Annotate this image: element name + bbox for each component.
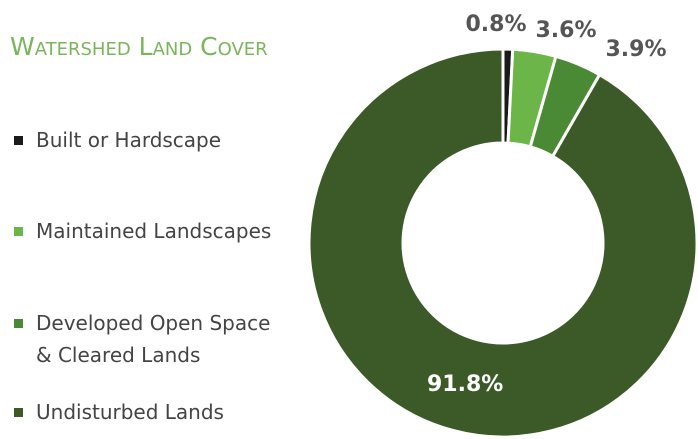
data-label: 3.6% <box>535 18 596 43</box>
legend-item: Undisturbed Lands <box>14 396 224 428</box>
legend-label: Built or Hardscape <box>36 128 222 152</box>
legend-item: Built or Hardscape <box>14 124 221 156</box>
legend-label: Undisturbed Lands <box>36 400 224 424</box>
chart-title: Watershed Land Cover <box>10 32 268 61</box>
legend-label: Maintained Landscapes <box>36 219 272 243</box>
donut-slice <box>307 47 698 439</box>
data-label: 91.8% <box>427 372 503 397</box>
legend-swatch <box>14 319 23 328</box>
data-label: 0.8% <box>465 12 526 37</box>
legend: Built or Hardscape Maintained Landscapes D… <box>14 0 314 439</box>
legend-swatch <box>14 227 23 236</box>
legend-item: Developed Open Space & Cleared Lands <box>14 307 276 371</box>
data-label: 3.9% <box>605 37 666 62</box>
legend-label: Developed Open Space & Cleared Lands <box>36 311 271 367</box>
legend-item: Maintained Landscapes <box>14 215 271 247</box>
legend-swatch <box>14 136 23 145</box>
legend-swatch <box>14 408 23 417</box>
